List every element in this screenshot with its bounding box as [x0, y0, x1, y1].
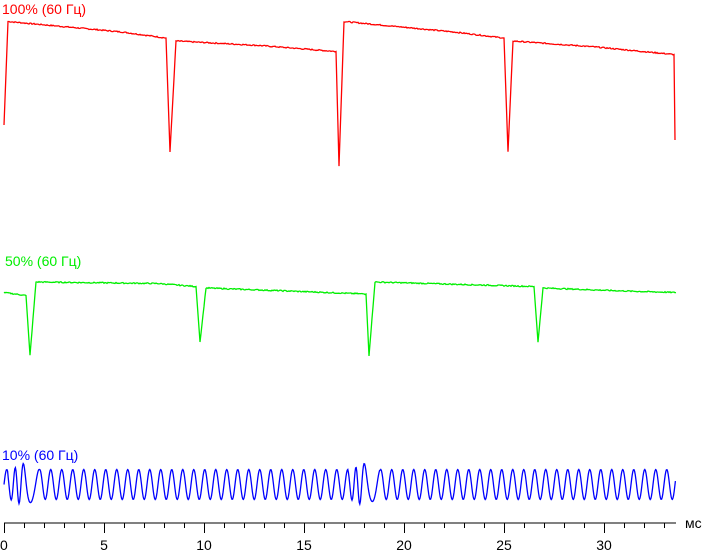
traces: [3, 20, 677, 507]
x-axis-label: мс: [685, 515, 702, 531]
x-tick-label: 20: [396, 537, 412, 551]
series-label-10: 10% (60 Гц): [2, 447, 78, 463]
series-label-50: 50% (60 Гц): [5, 253, 81, 269]
trace-3: [3, 462, 677, 507]
trace-1: [3, 20, 676, 167]
x-tick-label: 10: [196, 537, 212, 551]
x-tick-label: 25: [496, 537, 512, 551]
x-axis: 0 5 10 15 20 25 30: [0, 522, 676, 551]
x-tick-label: 30: [596, 537, 612, 551]
x-tick-label: 15: [296, 537, 312, 551]
trace-2: [3, 280, 677, 357]
series-label-100: 100% (60 Гц): [2, 1, 86, 17]
x-tick-label: 0: [0, 537, 8, 551]
x-tick-label: 5: [100, 537, 108, 551]
